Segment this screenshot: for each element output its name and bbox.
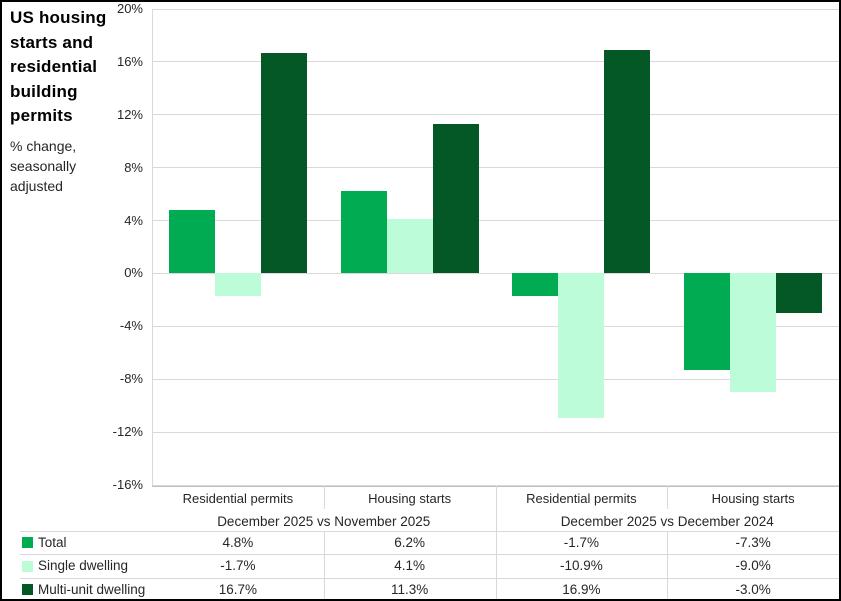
gridline (152, 484, 839, 486)
bar-total-cat3 (684, 273, 731, 370)
category-divider (667, 486, 669, 509)
table-row-separator (20, 554, 839, 555)
table-value-cell: 11.3% (390, 581, 429, 597)
table-column-divider (667, 531, 669, 599)
legend-key-multi-unit-dwelling (22, 584, 33, 596)
table-value-cell: -9.0% (735, 558, 771, 574)
gridline (152, 272, 839, 274)
table-value-cell: 6.2% (394, 534, 426, 550)
table-value-cell: -7.3% (735, 534, 771, 550)
gridline (152, 8, 839, 10)
series-name-label: Multi-unit dwelling (38, 581, 146, 597)
table-value-cell: 16.7% (218, 581, 258, 597)
category-label: Residential permits (182, 491, 294, 506)
y-axis-tick-label: -12% (112, 424, 143, 440)
bar-single-dwelling-cat0 (214, 273, 261, 296)
legend-key-total (22, 537, 33, 549)
table-column-divider (495, 531, 497, 599)
comparison-group-label: December 2025 vs December 2024 (560, 514, 774, 529)
table-value-cell: -1.7% (220, 558, 256, 574)
chart-subtitle: % change, seasonally adjusted (10, 138, 77, 194)
y-axis-tick-label: 20% (116, 1, 143, 16)
bar-multi-unit-dwelling-cat0 (260, 52, 307, 274)
gridline (152, 378, 839, 380)
category-divider (323, 486, 325, 509)
table-row-separator (20, 530, 839, 532)
table-value-cell: -1.7% (563, 534, 600, 550)
bar-single-dwelling-cat3 (730, 273, 777, 393)
table-value-cell: -10.9% (559, 558, 603, 574)
category-label: Housing starts (711, 491, 795, 506)
bar-single-dwelling-cat1 (386, 219, 433, 274)
table-value-cell: -3.0% (735, 581, 771, 597)
legend-key-single-dwelling (22, 560, 33, 572)
table-value-cell: 16.9% (562, 581, 601, 597)
bar-total-cat1 (340, 191, 387, 274)
table-value-cell: 4.8% (222, 534, 254, 550)
y-axis-tick-label: 0% (124, 265, 143, 281)
comparison-group-label: December 2025 vs November 2025 (217, 514, 431, 529)
table-row-separator (20, 577, 839, 579)
bar-multi-unit-dwelling-cat1 (432, 124, 479, 274)
category-label: Residential permits (526, 491, 637, 506)
y-axis-tick-label: 4% (124, 212, 143, 228)
chart-title: US housing starts and residential buildi… (10, 8, 107, 125)
gridline (152, 114, 839, 116)
gridline (152, 325, 839, 327)
y-axis-tick-label: -8% (119, 371, 143, 387)
gridline (152, 61, 839, 63)
category-label: Housing starts (368, 491, 452, 506)
table-value-cell: 4.1% (394, 558, 426, 574)
bar-multi-unit-dwelling-cat2 (604, 49, 651, 274)
gridline (152, 167, 839, 169)
bar-multi-unit-dwelling-cat3 (776, 273, 823, 314)
y-axis-tick-label: 16% (116, 53, 143, 69)
bar-total-cat0 (168, 209, 215, 274)
gridline (152, 220, 839, 222)
group-divider (495, 486, 497, 531)
y-axis-line (152, 9, 153, 486)
y-axis-tick-label: -4% (119, 318, 143, 334)
series-name-label: Single dwelling (38, 558, 129, 574)
gridline (152, 431, 839, 433)
y-axis-tick-label: 12% (116, 106, 143, 122)
bar-total-cat2 (512, 273, 559, 296)
bar-single-dwelling-cat2 (558, 273, 605, 418)
table-column-divider (323, 531, 325, 599)
plot-right-border (839, 9, 840, 601)
y-axis-tick-label: -16% (112, 477, 143, 492)
y-axis-tick-label: 8% (124, 159, 143, 175)
series-name-label: Total (38, 534, 67, 550)
